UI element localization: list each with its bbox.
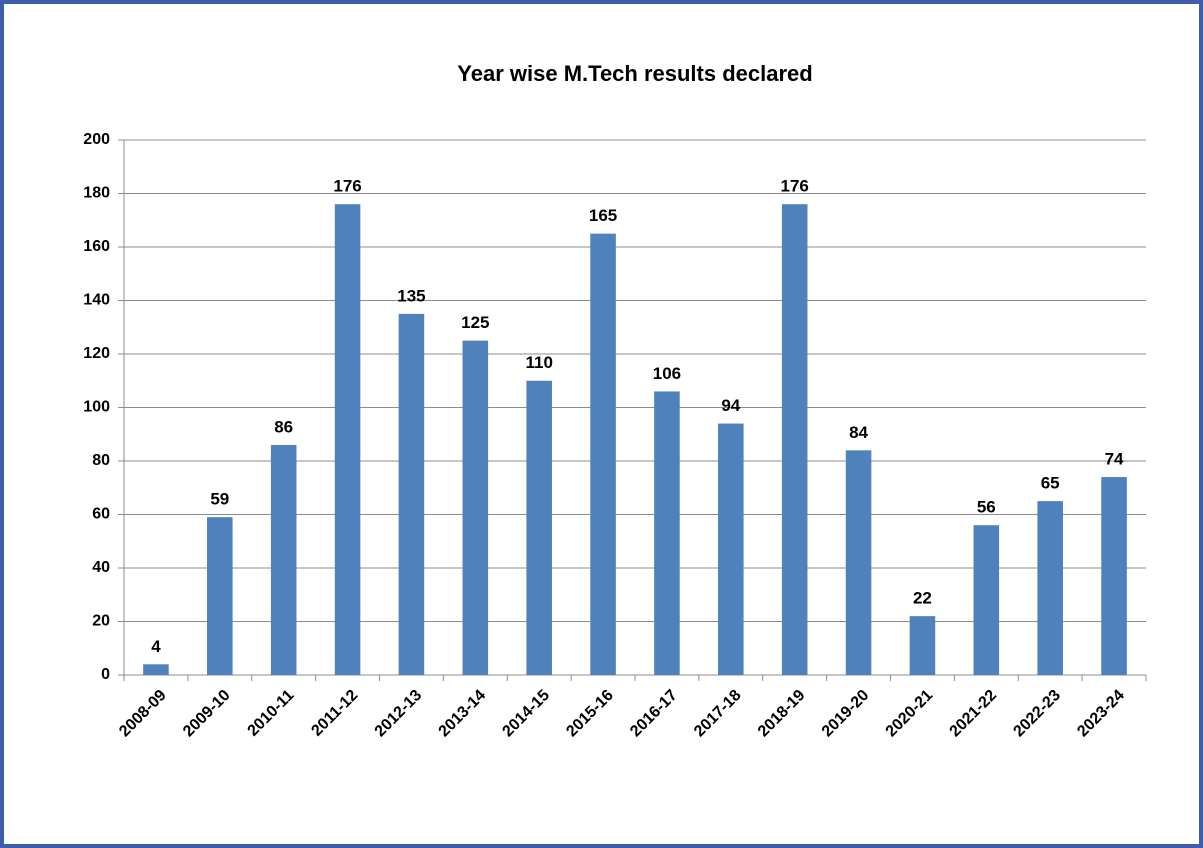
bar bbox=[1037, 501, 1063, 675]
y-tick-label: 120 bbox=[83, 345, 110, 362]
y-tick-label: 180 bbox=[83, 185, 110, 202]
data-label: 135 bbox=[397, 286, 425, 305]
data-label: 86 bbox=[274, 417, 293, 436]
bar bbox=[1101, 477, 1127, 675]
data-label: 106 bbox=[653, 364, 681, 383]
bar bbox=[398, 313, 425, 675]
data-label: 176 bbox=[781, 177, 809, 196]
bar bbox=[207, 517, 233, 675]
bar bbox=[973, 525, 1000, 675]
bar bbox=[781, 204, 808, 675]
y-tick-label: 200 bbox=[83, 131, 110, 148]
y-tick-label: 100 bbox=[83, 399, 110, 416]
y-tick-label: 20 bbox=[92, 613, 110, 630]
data-label: 176 bbox=[333, 177, 361, 196]
y-tick-label: 0 bbox=[101, 666, 110, 683]
bar bbox=[654, 391, 680, 675]
y-tick-label: 40 bbox=[92, 559, 110, 576]
data-label: 74 bbox=[1105, 450, 1124, 469]
data-label: 94 bbox=[721, 396, 740, 415]
y-tick-label: 140 bbox=[83, 292, 110, 309]
bar bbox=[590, 233, 616, 675]
data-label: 84 bbox=[849, 423, 868, 442]
data-label: 56 bbox=[977, 498, 996, 517]
data-label: 110 bbox=[525, 353, 552, 372]
y-tick-label: 160 bbox=[83, 238, 110, 255]
chart-title: Year wise M.Tech results declared bbox=[457, 61, 812, 86]
bar bbox=[143, 664, 169, 675]
bar bbox=[909, 616, 936, 675]
y-tick-label: 80 bbox=[92, 452, 110, 469]
bar bbox=[718, 423, 744, 675]
data-label: 59 bbox=[210, 490, 229, 509]
bar bbox=[334, 204, 361, 675]
y-tick-label: 60 bbox=[92, 506, 110, 523]
data-label: 65 bbox=[1041, 474, 1060, 493]
bar bbox=[845, 450, 872, 675]
data-label: 4 bbox=[151, 637, 161, 656]
bar bbox=[270, 444, 297, 675]
bar bbox=[462, 340, 489, 675]
data-label: 165 bbox=[589, 206, 617, 225]
bar bbox=[526, 380, 552, 675]
data-label: 125 bbox=[461, 313, 489, 332]
data-label: 22 bbox=[913, 589, 932, 608]
